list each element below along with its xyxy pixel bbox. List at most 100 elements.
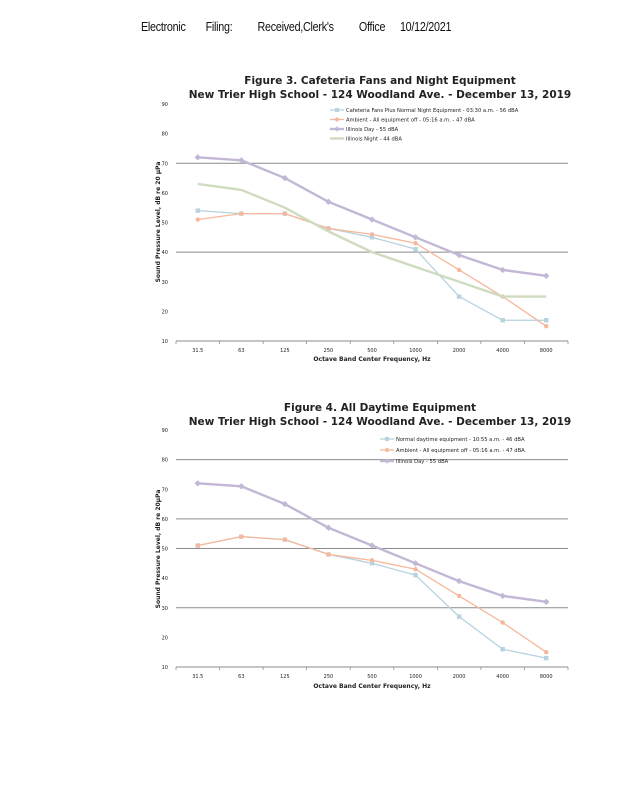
data-point: [413, 246, 418, 252]
data-point: [195, 208, 200, 213]
series-orange: [195, 211, 549, 329]
data-point: [368, 216, 376, 223]
y-tick-label: 30: [162, 280, 168, 286]
x-tick-label: 125: [280, 674, 290, 680]
y-tick-label: 50: [162, 221, 168, 227]
y-tick-label: 10: [162, 339, 168, 345]
data-point: [238, 157, 245, 164]
data-point: [500, 318, 505, 323]
data-point: [412, 234, 419, 241]
header-part-electronic: Electronic: [141, 20, 186, 34]
x-tick-label: 250: [324, 674, 334, 680]
y-tick-label: 10: [162, 665, 168, 671]
legend-label: Illinois Day - 55 dBA: [396, 459, 449, 465]
series-green: [197, 182, 547, 298]
data-point: [543, 598, 550, 606]
series-orange: [195, 534, 549, 655]
data-point: [368, 542, 376, 549]
header-part-filing: Filing:: [205, 20, 233, 34]
y-tick-label: 20: [162, 309, 168, 315]
legend-marker: [384, 458, 390, 464]
series-line: [197, 536, 547, 653]
series-purple: [194, 154, 550, 280]
data-point: [413, 572, 418, 578]
data-point: [326, 552, 331, 557]
x-tick-label: 8000: [540, 674, 553, 680]
figure-4-subtitle: New Trier High School - 124 Woodland Ave…: [189, 416, 572, 428]
y-tick-label: 70: [162, 161, 168, 167]
y-tick-label: 80: [162, 458, 168, 464]
data-point: [238, 483, 245, 490]
x-tick-label: 31.5: [192, 674, 203, 680]
figure-3-title: Figure 3. Cafeteria Fans and Night Equip…: [244, 75, 515, 87]
data-point: [544, 318, 549, 323]
x-tick-label: 31.5: [192, 348, 203, 354]
data-point: [194, 154, 201, 161]
legend-entry: Ambient - All equipment off - 05:16 a.m.…: [330, 117, 475, 124]
legend-label: Cafeteria Fans Plus Normal Night Equipme…: [346, 108, 519, 114]
x-tick-label: 2000: [453, 348, 466, 354]
filing-header: Electronic Filing: Received,Clerk's Offi…: [141, 20, 451, 34]
series-blue: [195, 208, 549, 323]
figure-3: Figure 3. Cafeteria Fans and Night Equip…: [155, 75, 571, 363]
x-tick-label: 1000: [409, 674, 422, 680]
data-point: [413, 567, 418, 572]
series-line: [197, 536, 547, 659]
legend-marker: [334, 126, 340, 132]
figure-4: Figure 4. All Daytime Equipment New Trie…: [155, 402, 571, 690]
data-point: [325, 198, 332, 205]
legend-marker: [335, 117, 339, 122]
data-point: [455, 251, 463, 259]
x-tick-label: 500: [367, 348, 377, 354]
data-point: [369, 561, 375, 566]
legend-entry: Cafeteria Fans Plus Normal Night Equipme…: [330, 108, 519, 114]
x-tick-label: 250: [324, 348, 334, 354]
data-point: [369, 235, 375, 240]
series-blue: [195, 534, 549, 661]
x-tick-label: 500: [367, 674, 377, 680]
data-point: [369, 558, 375, 563]
data-point: [195, 217, 200, 222]
series-line: [197, 212, 547, 327]
legend-label: Normal daytime equipment - 10:55 a.m. - …: [396, 437, 525, 443]
y-tick-label: 60: [162, 517, 168, 523]
y-tick-label: 90: [162, 102, 168, 108]
legend-label: Illinois Day - 55 dBA: [346, 127, 399, 133]
legend-marker: [335, 108, 339, 112]
x-tick-label: 63: [238, 348, 244, 354]
series-line: [197, 210, 547, 321]
data-point: [456, 294, 462, 299]
y-tick-label: 40: [162, 250, 168, 256]
legend-entry: Normal daytime equipment - 10:55 a.m. - …: [380, 437, 525, 443]
data-point: [239, 534, 244, 539]
header-part-date: 10/12/2021: [399, 20, 452, 34]
figure-4-xlabel: Octave Band Center Frequency, Hz: [313, 683, 431, 690]
data-point: [413, 241, 418, 246]
data-point: [239, 211, 244, 216]
header-part-received: Received,Clerk's: [257, 20, 334, 34]
x-tick-label: 4000: [496, 674, 509, 680]
legend-marker: [385, 448, 389, 452]
series-purple: [194, 480, 550, 606]
data-point: [499, 592, 506, 600]
data-point: [456, 614, 462, 619]
data-point: [282, 211, 288, 216]
x-tick-label: 63: [238, 674, 244, 680]
data-point: [500, 647, 505, 652]
x-tick-label: 1000: [409, 348, 422, 354]
y-tick-label: 60: [162, 191, 168, 197]
x-tick-label: 2000: [453, 674, 466, 680]
legend-marker: [385, 437, 389, 441]
x-tick-label: 125: [280, 348, 290, 354]
y-tick-label: 30: [162, 606, 168, 612]
legend-label: Ambient - All equipment off - 05:16 a.m.…: [396, 448, 525, 454]
data-point: [195, 543, 200, 548]
x-tick-label: 4000: [496, 348, 509, 354]
y-tick-label: 80: [162, 132, 168, 138]
data-point: [500, 620, 505, 625]
data-point: [325, 524, 332, 531]
figure-3-xlabel: Octave Band Center Frequency, Hz: [313, 356, 431, 363]
data-point: [544, 323, 549, 329]
series-line: [197, 182, 547, 298]
data-point: [544, 649, 549, 655]
